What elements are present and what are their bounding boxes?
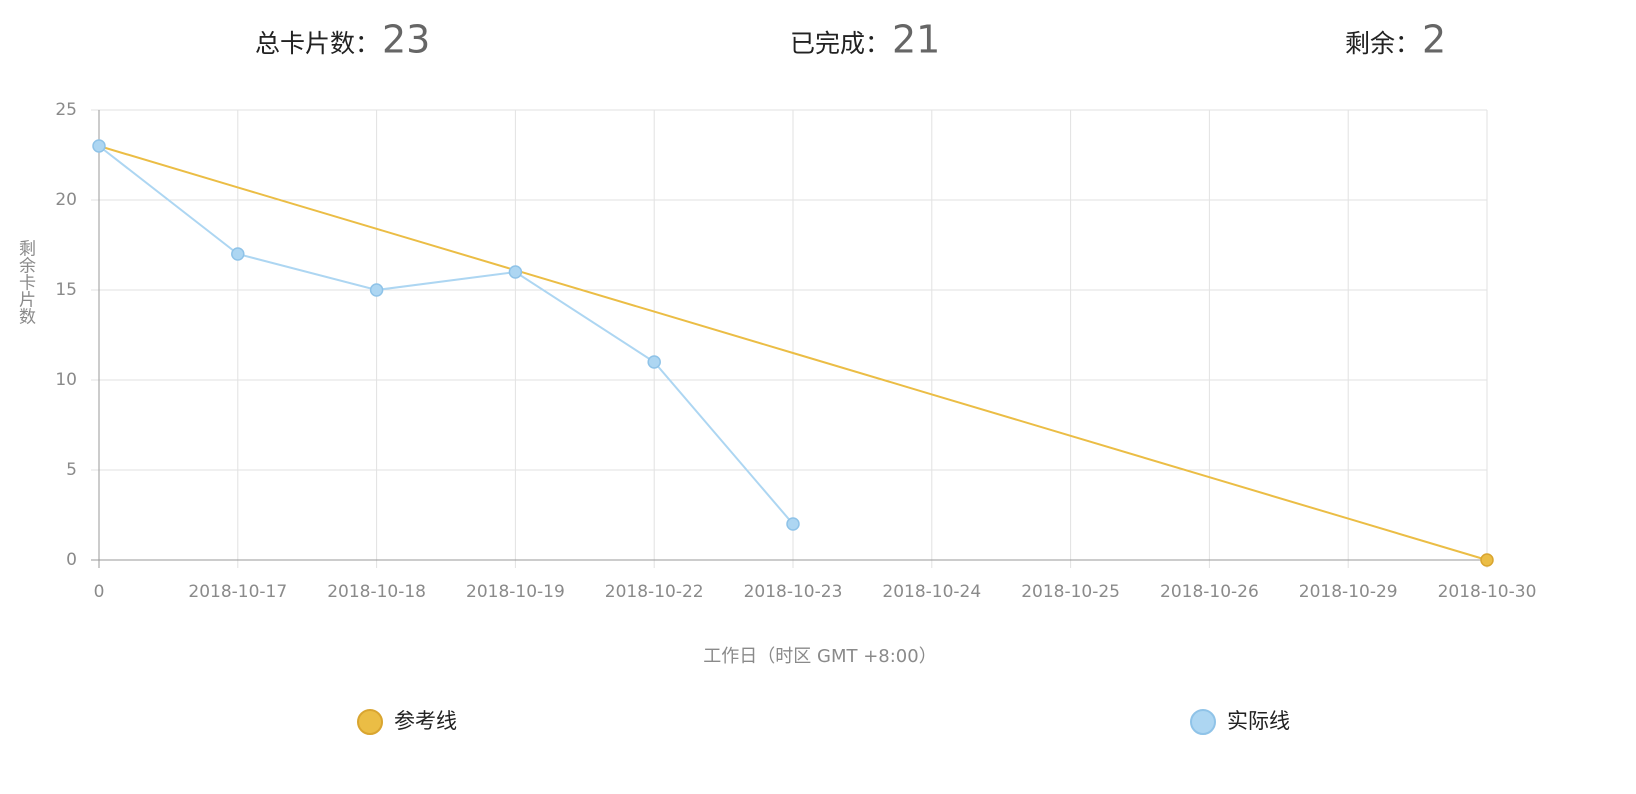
x-tick-label: 2018-10-17 (188, 582, 287, 602)
y-tick-label: 20 (55, 190, 77, 210)
stat-label: 总卡片数： (255, 29, 380, 58)
legend-swatch (357, 709, 383, 735)
y-tick-label: 5 (66, 460, 77, 480)
point (1480, 553, 1494, 567)
x-tick-label: 2018-10-22 (605, 582, 704, 602)
x-tick-label: 2018-10-30 (1438, 582, 1537, 602)
point (786, 517, 800, 531)
y-tick-label: 10 (55, 370, 77, 390)
series-line (98, 145, 794, 525)
y-tick-label: 25 (55, 100, 77, 120)
x-tick-label: 2018-10-24 (882, 582, 981, 602)
point (369, 283, 384, 297)
x-tick-label: 2018-10-25 (1021, 582, 1120, 602)
point (92, 139, 106, 153)
stat-value: 23 (382, 18, 430, 62)
point (647, 355, 661, 369)
legend-label: 实际线 (1227, 709, 1290, 733)
series-line (98, 145, 1488, 561)
point (508, 265, 523, 279)
x-tick-label: 2018-10-19 (466, 582, 565, 602)
point (231, 247, 245, 261)
stat-label: 已完成： (790, 29, 890, 58)
stat-label: 剩余： (1345, 29, 1420, 58)
legend-label: 参考线 (394, 709, 457, 733)
y-tick-label: 0 (66, 550, 77, 570)
stat-value: 2 (1422, 18, 1446, 62)
y-axis-label: 剩余卡片数 (15, 239, 36, 324)
stat-value: 21 (892, 18, 940, 62)
y-tick-label: 15 (55, 280, 77, 300)
x-tick-label: 2018-10-29 (1299, 582, 1398, 602)
x-axis-label: 工作日（时区 GMT +8:00） (703, 646, 936, 667)
x-tick-label: 0 (94, 582, 105, 602)
x-tick-label: 2018-10-18 (327, 582, 426, 602)
x-tick-label: 2018-10-26 (1160, 582, 1259, 602)
x-tick-label: 2018-10-23 (744, 582, 843, 602)
legend-swatch (1190, 709, 1216, 735)
